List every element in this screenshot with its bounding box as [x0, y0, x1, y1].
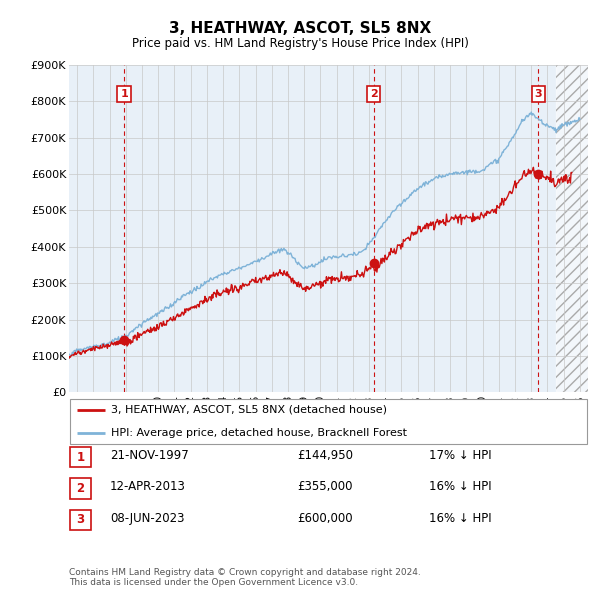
Text: Price paid vs. HM Land Registry's House Price Index (HPI): Price paid vs. HM Land Registry's House … — [131, 37, 469, 50]
Text: £144,950: £144,950 — [297, 449, 353, 462]
Text: £600,000: £600,000 — [297, 512, 353, 525]
Polygon shape — [556, 65, 588, 392]
Text: £355,000: £355,000 — [297, 480, 353, 493]
Text: HPI: Average price, detached house, Bracknell Forest: HPI: Average price, detached house, Brac… — [110, 428, 407, 438]
FancyBboxPatch shape — [70, 447, 91, 467]
Text: 1: 1 — [76, 451, 85, 464]
Text: 3, HEATHWAY, ASCOT, SL5 8NX (detached house): 3, HEATHWAY, ASCOT, SL5 8NX (detached ho… — [110, 405, 386, 415]
FancyBboxPatch shape — [70, 510, 91, 530]
Text: 3: 3 — [76, 513, 85, 526]
FancyBboxPatch shape — [70, 478, 91, 499]
Text: 3: 3 — [535, 89, 542, 99]
Text: 2: 2 — [370, 89, 377, 99]
Text: 08-JUN-2023: 08-JUN-2023 — [110, 512, 184, 525]
Text: 12-APR-2013: 12-APR-2013 — [110, 480, 185, 493]
Text: 16% ↓ HPI: 16% ↓ HPI — [429, 480, 491, 493]
Text: 2: 2 — [76, 482, 85, 495]
Text: Contains HM Land Registry data © Crown copyright and database right 2024.
This d: Contains HM Land Registry data © Crown c… — [69, 568, 421, 587]
FancyBboxPatch shape — [70, 399, 587, 444]
Text: 17% ↓ HPI: 17% ↓ HPI — [429, 449, 491, 462]
Text: 1: 1 — [120, 89, 128, 99]
Text: 21-NOV-1997: 21-NOV-1997 — [110, 449, 188, 462]
Text: 16% ↓ HPI: 16% ↓ HPI — [429, 512, 491, 525]
Text: 3, HEATHWAY, ASCOT, SL5 8NX: 3, HEATHWAY, ASCOT, SL5 8NX — [169, 21, 431, 35]
